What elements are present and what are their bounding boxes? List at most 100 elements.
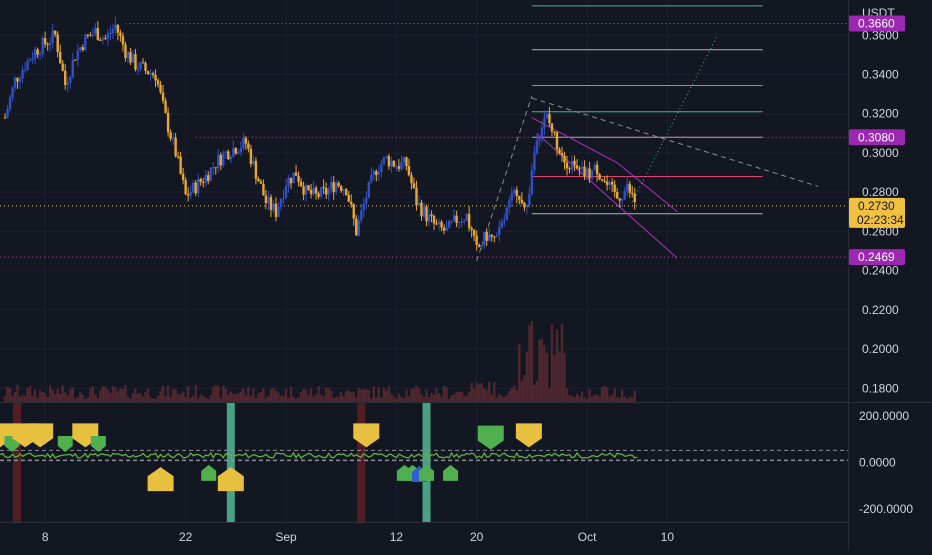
candle-body (197, 178, 200, 194)
candle-body (207, 175, 210, 181)
volume-bar (498, 393, 501, 402)
volume-bar (593, 394, 596, 402)
candle-body (342, 189, 345, 191)
volume-bar (480, 382, 483, 402)
volume-bar (440, 396, 443, 402)
volume-bar (309, 388, 313, 402)
volume-bar (171, 389, 175, 402)
candle-body (334, 182, 338, 192)
price-badge-label: 0.3660 (858, 17, 895, 31)
volume-bar (550, 324, 554, 402)
volume-bar (377, 387, 381, 402)
volume-bar (334, 396, 338, 402)
candle-body (84, 34, 87, 50)
volume-bar (367, 390, 371, 402)
candle-body (262, 183, 265, 196)
volume-bar (485, 389, 488, 402)
candle-body (417, 202, 421, 206)
candle-body (440, 221, 443, 228)
volume-bar (387, 386, 391, 402)
candle-body (99, 39, 102, 41)
price-tick-label: 0.3600 (862, 28, 899, 42)
volume-bar (129, 398, 132, 402)
candle-body (151, 73, 155, 76)
volume-bar (51, 390, 54, 402)
volume-bar (297, 397, 300, 402)
volume-bar (156, 395, 160, 402)
volume-bar (422, 396, 426, 402)
oscillator-marker-up (201, 464, 217, 481)
candle-body (631, 192, 634, 194)
volume-bar (121, 388, 125, 402)
candle-body (540, 127, 544, 138)
volume-bar (442, 385, 446, 402)
candle-body (445, 227, 448, 231)
candle-body (242, 138, 245, 149)
candle-body (543, 117, 546, 128)
candle-body (28, 60, 32, 62)
candle-body (237, 152, 240, 154)
volume-bar (94, 393, 97, 402)
volume-bar (161, 385, 165, 402)
candle-body (299, 181, 303, 187)
volume-bar (224, 389, 227, 402)
candle-body (76, 50, 79, 61)
volume-bar (565, 388, 569, 402)
candle-body (214, 167, 217, 169)
candle-body (447, 221, 451, 228)
volume-bar (6, 386, 9, 402)
volume-bar (322, 396, 325, 402)
volume-bar (417, 388, 421, 402)
candle-body (523, 202, 526, 208)
candle-body (111, 28, 115, 34)
candle-body (355, 218, 358, 236)
candle-body (608, 181, 611, 185)
candle-body (126, 51, 130, 59)
candle-body (317, 193, 320, 197)
volume-bar (327, 388, 330, 402)
candle-body (618, 198, 621, 201)
candle-body (164, 100, 167, 113)
volume-bar (184, 397, 187, 402)
candle-body (136, 69, 140, 71)
volume-bar (234, 394, 238, 402)
candle-body (605, 181, 609, 185)
candle-body (259, 181, 263, 184)
candle-body (395, 166, 398, 168)
volume-bar (462, 395, 466, 402)
candle-body (390, 160, 393, 167)
candle-body (254, 160, 258, 179)
candle-body (159, 84, 162, 93)
candle-body (181, 173, 185, 181)
volume-bar (307, 394, 310, 402)
volume-bar (31, 395, 34, 402)
volume-bar (329, 390, 333, 402)
candle-body (6, 109, 9, 118)
candle-body (432, 215, 436, 224)
volume-bar (289, 386, 293, 402)
candle-body (332, 182, 335, 192)
volume-bar (81, 394, 84, 402)
candle-body (570, 160, 574, 170)
volume-bar (207, 398, 210, 402)
candle-body (146, 70, 150, 75)
price-badge (849, 249, 905, 266)
volume-bar (583, 397, 586, 402)
volume-bar (144, 391, 147, 402)
volume-bar (89, 388, 92, 402)
volume-bar (337, 396, 340, 402)
price-badge-label: 0.2730 (858, 199, 895, 213)
candle-body (227, 151, 230, 160)
volume-bar (631, 397, 634, 402)
candle-body (480, 245, 483, 247)
candle-body (43, 37, 47, 45)
price-tick-label: 0.2200 (862, 303, 899, 317)
volume-bar (264, 397, 268, 402)
volume-bar (400, 396, 403, 402)
candle-body (8, 97, 12, 110)
candle-body (106, 33, 110, 39)
candle-body (131, 54, 135, 63)
candle-body (595, 164, 599, 175)
volume-bar (573, 397, 576, 402)
